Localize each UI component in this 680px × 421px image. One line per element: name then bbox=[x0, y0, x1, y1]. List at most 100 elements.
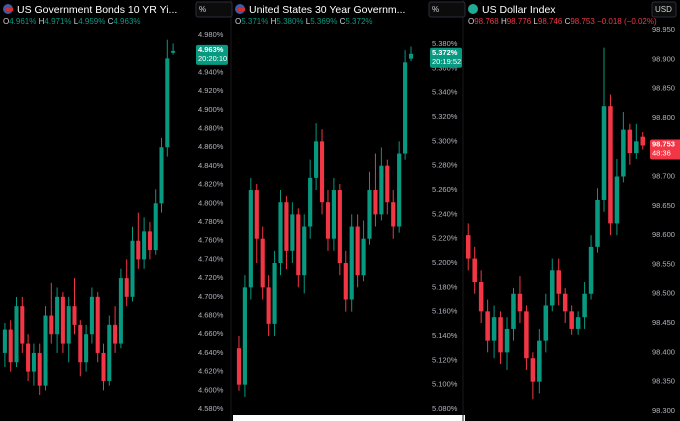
y-tick-label: 5.320% bbox=[432, 112, 458, 121]
candle-body bbox=[634, 141, 639, 154]
y-tick-label: 5.140% bbox=[432, 331, 458, 340]
unit-button-label[interactable]: USD bbox=[655, 5, 672, 14]
candle-body bbox=[343, 263, 348, 300]
candle-body bbox=[537, 340, 542, 382]
y-tick-label: 5.120% bbox=[432, 355, 458, 364]
candle-body bbox=[118, 278, 123, 344]
candle-body bbox=[55, 296, 60, 335]
candle-body bbox=[260, 238, 265, 288]
price-tag bbox=[650, 139, 680, 160]
unit-button-label[interactable]: % bbox=[432, 5, 439, 14]
y-tick-label: 98.950 bbox=[652, 25, 675, 34]
ohlc-key: H bbox=[501, 17, 507, 26]
candle-body bbox=[640, 136, 646, 146]
ohlc-value: 98.746 bbox=[538, 17, 563, 26]
candle-body bbox=[26, 343, 31, 372]
candle-body bbox=[408, 53, 414, 59]
ohlc-legend: O98.768 H98.776 L98.746 C98.753 −0.018 (… bbox=[468, 17, 657, 26]
candle-body bbox=[78, 324, 83, 363]
countdown: 20:19:52 bbox=[432, 57, 461, 66]
candle-body bbox=[562, 293, 568, 312]
candle-body bbox=[72, 306, 77, 325]
candle-body bbox=[302, 226, 307, 276]
unit-button-label[interactable]: % bbox=[199, 5, 206, 14]
candle-body bbox=[608, 106, 613, 224]
y-tick-label: 5.360% bbox=[432, 63, 458, 72]
y-tick-label: 4.880% bbox=[198, 123, 224, 132]
candle-body bbox=[242, 287, 247, 385]
ohlc-legend: O5.371% H5.380% L5.369% C5.372% bbox=[235, 17, 373, 26]
candle-body bbox=[266, 287, 271, 324]
symbol-title: US Dollar Index bbox=[482, 4, 556, 16]
y-tick-label: 4.640% bbox=[198, 348, 224, 357]
unit-button[interactable] bbox=[651, 1, 677, 18]
ohlc-value: 98.776 bbox=[507, 17, 532, 26]
candle-body bbox=[272, 263, 277, 324]
y-tick-label: 5.220% bbox=[432, 234, 458, 243]
candle-body bbox=[248, 190, 253, 288]
y-tick-label: 4.780% bbox=[198, 217, 224, 226]
countdown: 48:36 bbox=[652, 148, 671, 157]
ohlc-legend: O4.961% H4.971% L4.959% C4.963% bbox=[3, 17, 141, 26]
candle-body bbox=[337, 190, 342, 264]
candle-body bbox=[355, 226, 360, 276]
y-tick-label: 4.620% bbox=[198, 367, 224, 376]
price-tag bbox=[196, 44, 228, 65]
candle-body bbox=[595, 199, 600, 247]
change: −0.018 (−0.02%) bbox=[597, 17, 657, 26]
candle-body bbox=[95, 296, 100, 353]
candle-body bbox=[575, 317, 581, 329]
y-tick-label: 98.800 bbox=[652, 113, 675, 122]
candle-body bbox=[147, 231, 152, 251]
y-tick-label: 4.820% bbox=[198, 180, 224, 189]
candle-body bbox=[478, 282, 484, 312]
y-tick-label: 4.700% bbox=[198, 292, 224, 301]
price-tag-label: 5.372% bbox=[432, 48, 458, 57]
candle-body bbox=[14, 306, 19, 363]
y-tick-label: 4.980% bbox=[198, 30, 224, 39]
y-tick-label: 5.340% bbox=[432, 88, 458, 97]
candle-body bbox=[49, 315, 54, 335]
y-tick-label: 98.300 bbox=[652, 406, 675, 415]
ohlc-value: 4.961% bbox=[9, 17, 36, 26]
y-tick-label: 4.940% bbox=[198, 67, 224, 76]
candle-body bbox=[517, 293, 523, 312]
y-tick-label: 5.160% bbox=[432, 307, 458, 316]
candle-body bbox=[614, 176, 620, 224]
candle-body bbox=[524, 311, 529, 359]
flag-stripe bbox=[6, 8, 13, 11]
ohlc-value: 98.768 bbox=[474, 17, 499, 26]
candle-body bbox=[379, 165, 384, 215]
candle-body bbox=[101, 352, 106, 381]
y-tick-label: 4.740% bbox=[198, 254, 224, 263]
ohlc-value: 4.971% bbox=[44, 17, 71, 26]
candle-body bbox=[20, 306, 25, 344]
candle-body bbox=[511, 293, 516, 329]
candle-body bbox=[130, 240, 135, 297]
y-tick-label: 98.600 bbox=[652, 230, 675, 239]
candle-body bbox=[485, 311, 490, 341]
ohlc-value: 5.369% bbox=[310, 17, 337, 26]
candle-body bbox=[124, 278, 129, 297]
candle-body bbox=[588, 246, 594, 294]
y-tick-label: 5.200% bbox=[432, 258, 458, 267]
candle-body bbox=[37, 352, 42, 386]
unit-button[interactable] bbox=[195, 1, 233, 18]
candle-body bbox=[556, 270, 561, 294]
ohlc-key: O bbox=[468, 17, 474, 26]
flag-stripe bbox=[238, 8, 245, 11]
y-tick-label: 4.840% bbox=[198, 161, 224, 170]
y-tick-label: 5.300% bbox=[432, 136, 458, 145]
ohlc-value: 5.371% bbox=[241, 17, 268, 26]
ohlc-value: 4.959% bbox=[78, 17, 105, 26]
y-tick-label: 98.850 bbox=[652, 84, 675, 93]
candle-body bbox=[325, 202, 331, 239]
y-tick-label: 4.720% bbox=[198, 273, 224, 282]
y-tick-label: 4.580% bbox=[198, 404, 224, 413]
unit-button[interactable] bbox=[428, 1, 466, 18]
candle-body bbox=[89, 296, 94, 335]
y-tick-label: 4.920% bbox=[198, 86, 224, 95]
currency-icon bbox=[468, 4, 478, 14]
bottom-strip bbox=[233, 415, 465, 421]
